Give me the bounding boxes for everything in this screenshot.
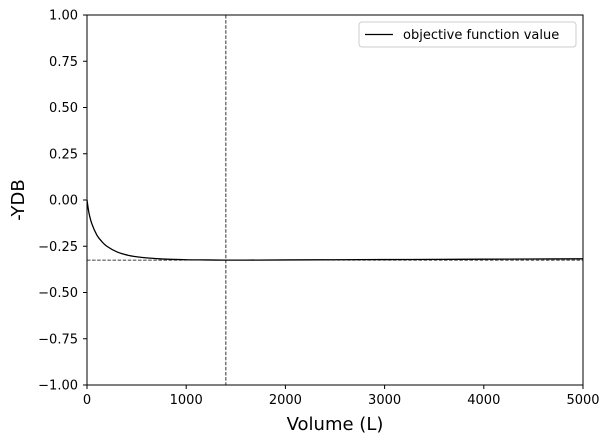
series-line-0 bbox=[86, 199, 584, 261]
x-axis-label: Volume (L) bbox=[287, 414, 384, 435]
y-tick-label: −0.75 bbox=[38, 332, 78, 347]
y-tick-label: 0.75 bbox=[49, 55, 78, 70]
x-tick-label: 0 bbox=[83, 393, 91, 408]
x-tick-label: 2000 bbox=[269, 393, 302, 408]
y-tick-label: −0.25 bbox=[38, 240, 78, 255]
tick-group: 0 1000 2000 3000 4000 5000 −1.00 −0.75 −0.50 −0.2… bbox=[38, 9, 599, 409]
legend: objective function value bbox=[358, 21, 577, 48]
y-tick-label: −1.00 bbox=[38, 379, 78, 394]
plot-frame bbox=[86, 14, 584, 386]
y-axis-label: -YDB bbox=[8, 179, 29, 221]
y-tick-label: 0.50 bbox=[49, 101, 78, 116]
y-tick-label: −0.50 bbox=[38, 286, 78, 301]
x-tick-label: 4000 bbox=[467, 393, 500, 408]
x-tick-label: 5000 bbox=[566, 393, 599, 408]
y-tick-label: 0.00 bbox=[49, 194, 78, 209]
legend-box bbox=[358, 21, 577, 48]
y-tick-label: 0.25 bbox=[49, 147, 78, 162]
plot-content bbox=[86, 15, 584, 385]
legend-label: objective function value bbox=[403, 28, 559, 43]
x-tick-label: 1000 bbox=[170, 393, 203, 408]
x-tick-label: 3000 bbox=[368, 393, 401, 408]
y-tick-label: 1.00 bbox=[49, 9, 78, 24]
